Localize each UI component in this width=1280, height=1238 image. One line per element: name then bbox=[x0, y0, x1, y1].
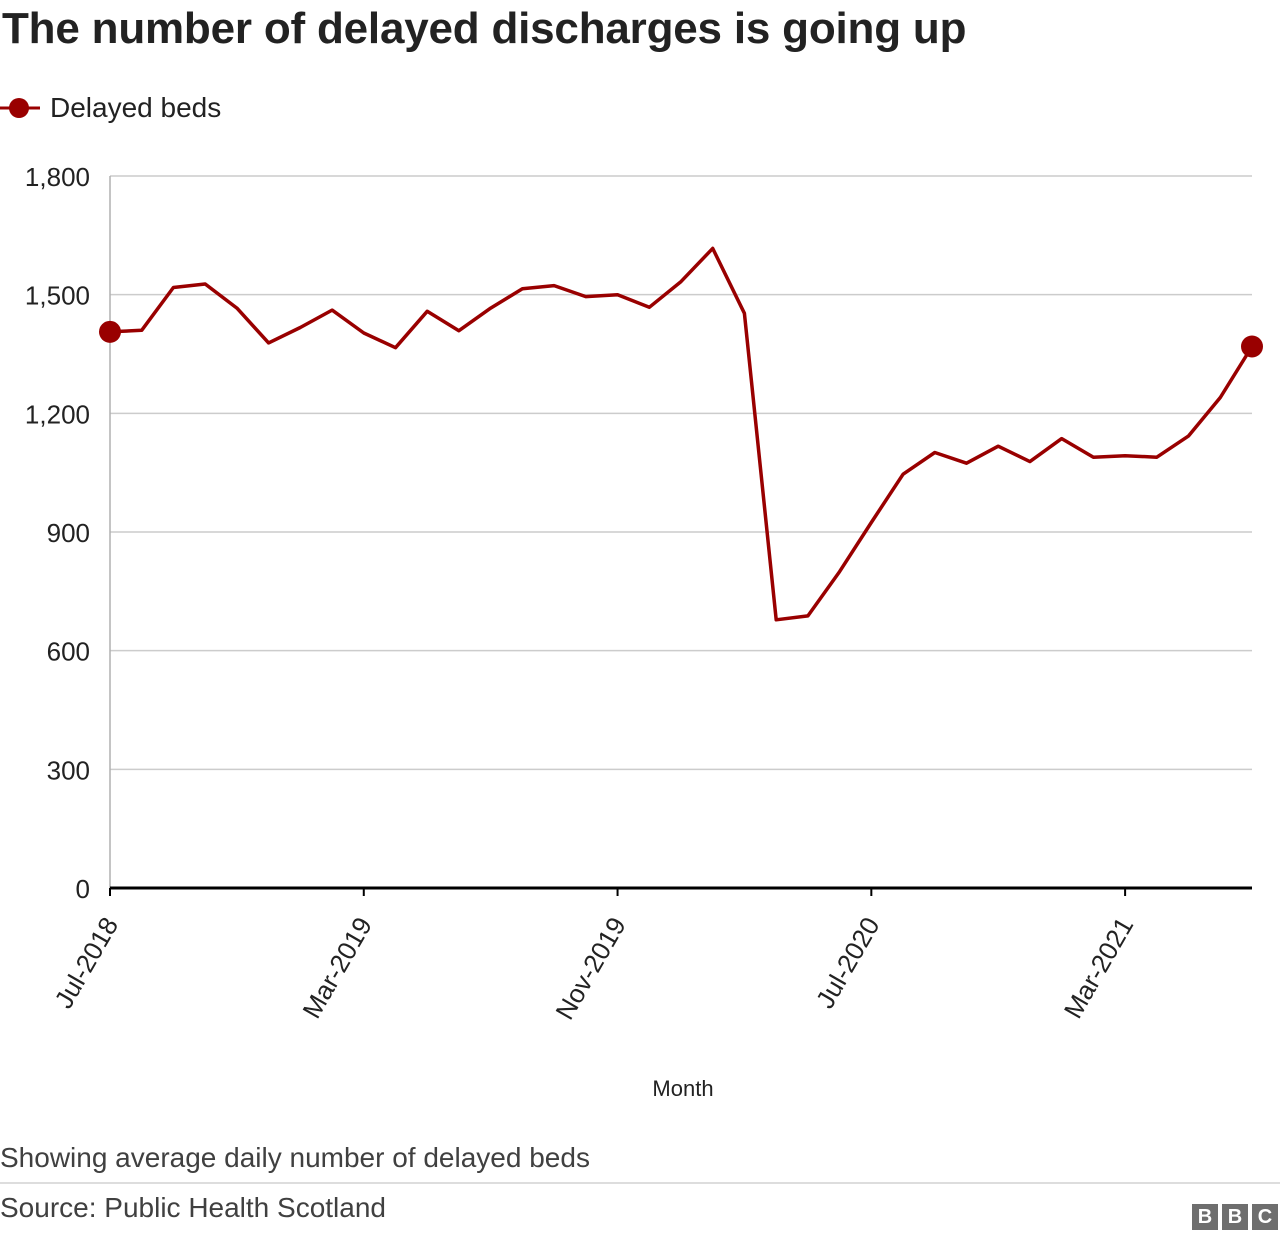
y-tick-label: 1,800 bbox=[25, 162, 90, 192]
chart-title: The number of delayed discharges is goin… bbox=[2, 4, 967, 53]
bbc-logo: B B C bbox=[1192, 1204, 1278, 1230]
x-tick-label: Mar-2021 bbox=[1058, 912, 1140, 1023]
legend: Delayed beds bbox=[0, 88, 221, 128]
source-label: Source: Public Health Scotland bbox=[0, 1192, 386, 1223]
x-tick-label: Nov-2019 bbox=[549, 912, 631, 1025]
bbc-logo-letter: C bbox=[1252, 1204, 1278, 1230]
legend-label: Delayed beds bbox=[50, 92, 222, 123]
x-tick-label: Jul-2018 bbox=[48, 912, 124, 1013]
data-point bbox=[99, 320, 121, 343]
legend-marker-icon bbox=[0, 98, 40, 118]
x-tick-label: Mar-2019 bbox=[296, 912, 378, 1023]
y-tick-label: 1,500 bbox=[25, 281, 90, 311]
data-point bbox=[1241, 335, 1263, 358]
bbc-logo-letter: B bbox=[1222, 1204, 1248, 1230]
bbc-logo-letter: B bbox=[1192, 1204, 1218, 1230]
footer-divider bbox=[0, 1182, 1280, 1184]
x-axis-title: Month bbox=[652, 1076, 713, 1101]
y-tick-label: 900 bbox=[47, 518, 90, 548]
x-tick-label: Jul-2020 bbox=[810, 912, 886, 1013]
line-chart: 0 300 600 900 1,200 1,500 1,800 Jul-2018 Mar-201… bbox=[25, 162, 1263, 1101]
y-tick-label: 1,200 bbox=[25, 399, 90, 429]
y-tick-label: 0 bbox=[76, 874, 90, 904]
series-line bbox=[108, 246, 1254, 622]
chart-note: Showing average daily number of delayed … bbox=[0, 1142, 590, 1173]
y-tick-label: 300 bbox=[47, 755, 90, 785]
y-tick-label: 600 bbox=[47, 637, 90, 667]
